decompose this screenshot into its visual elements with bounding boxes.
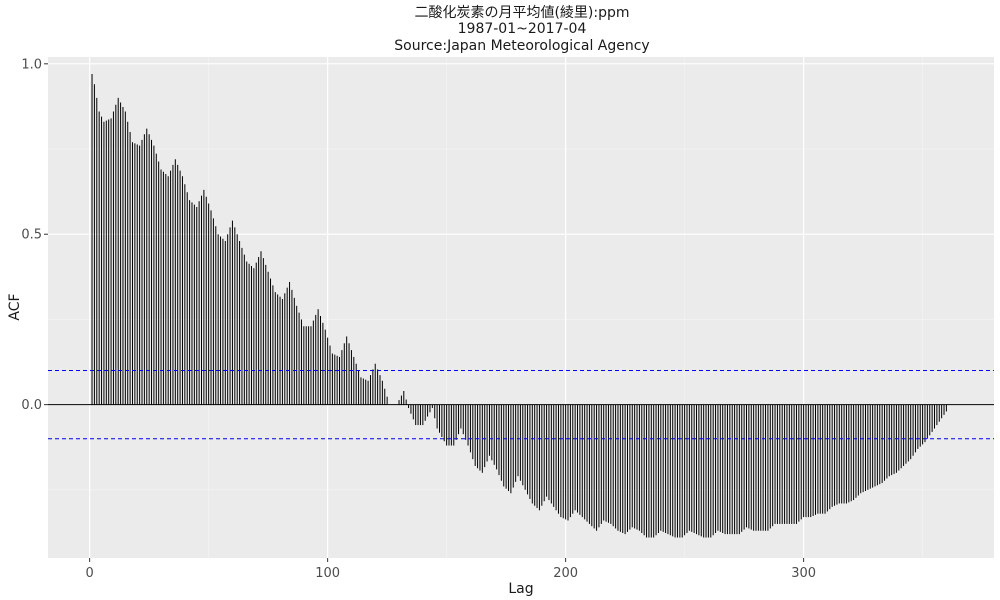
reference-lines xyxy=(48,370,994,440)
x-tick-label: 0 xyxy=(86,566,94,581)
x-tick-label: 300 xyxy=(791,566,816,581)
y-tick-label: 1.0 xyxy=(21,57,42,72)
plot-panel xyxy=(48,57,994,558)
chart-title-line-2: 1987-01~2017-04 xyxy=(458,21,587,37)
y-axis-title: ACF xyxy=(7,293,23,320)
axis-ticks: 0 100 200 300 0.0 0.5 1.0 xyxy=(21,57,816,581)
x-axis-title: Lag xyxy=(508,581,533,597)
acf-bars xyxy=(91,74,947,538)
y-tick-label: 0.0 xyxy=(21,398,42,413)
chart-title-line-1: 二酸化炭素の月平均値(綾里):ppm xyxy=(414,5,629,21)
chart-title-line-3: Source:Japan Meteorological Agency xyxy=(394,38,649,54)
y-tick-label: 0.5 xyxy=(21,228,42,243)
x-tick-label: 200 xyxy=(553,566,578,581)
x-tick-label: 100 xyxy=(315,566,340,581)
